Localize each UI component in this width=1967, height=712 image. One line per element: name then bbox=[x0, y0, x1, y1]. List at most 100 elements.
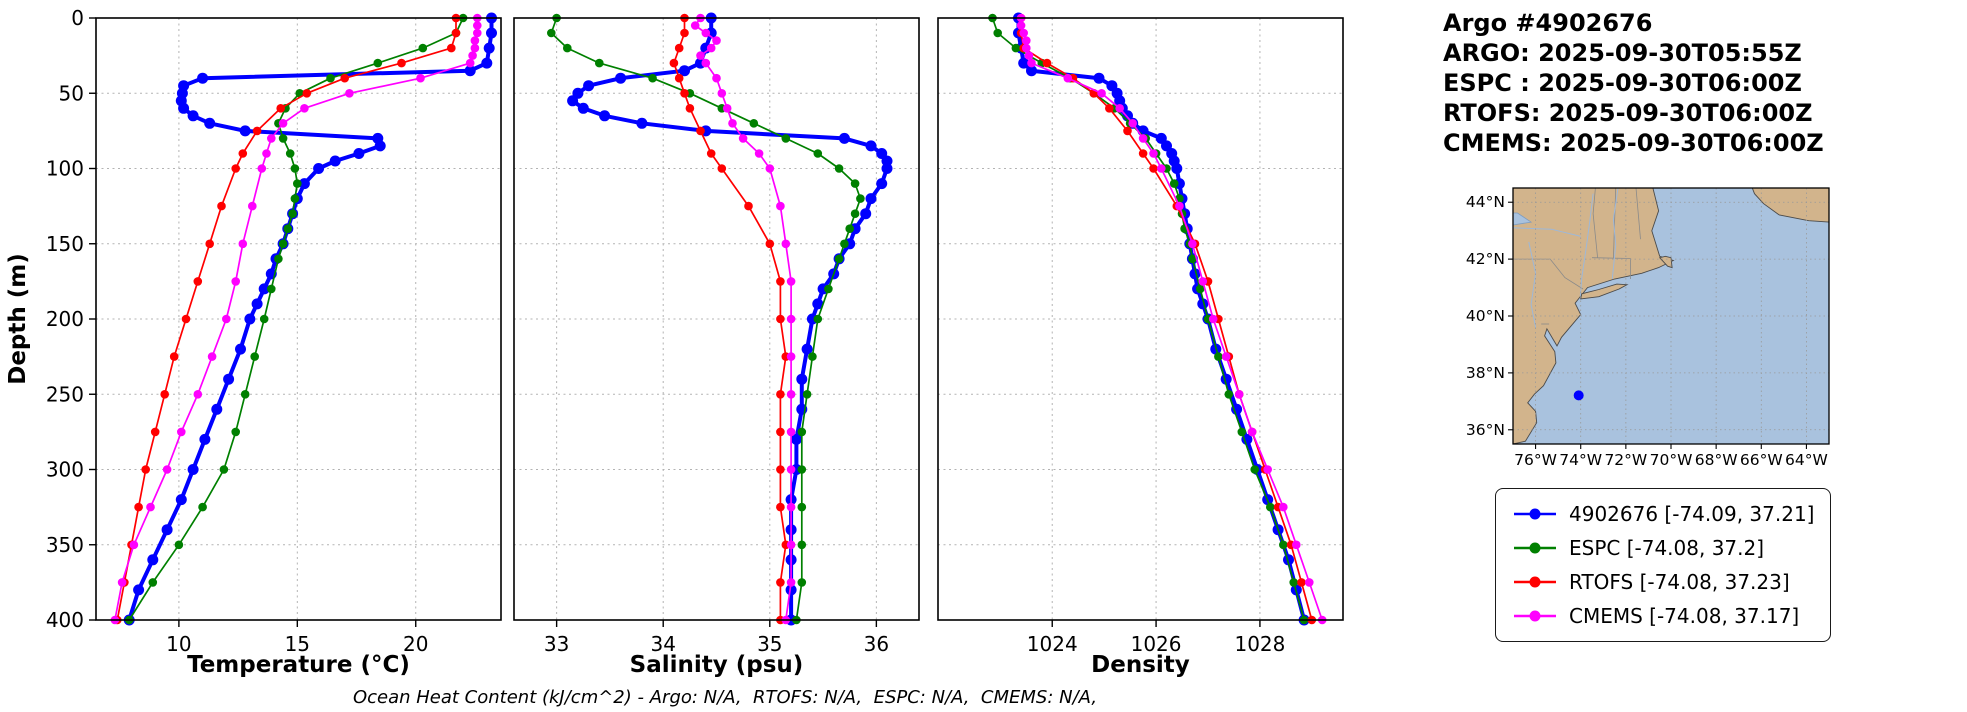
series-marker bbox=[464, 65, 476, 77]
series-marker bbox=[781, 134, 791, 143]
legend-dot bbox=[1529, 576, 1541, 588]
series-marker bbox=[1097, 89, 1106, 98]
series-marker bbox=[1123, 126, 1132, 136]
series-marker bbox=[175, 494, 187, 506]
series-marker bbox=[470, 36, 480, 45]
series-marker bbox=[193, 277, 203, 286]
map-lon-tick-label: 70°W bbox=[1650, 451, 1693, 469]
series-marker bbox=[481, 57, 493, 69]
depth-axis-label: Depth (m) bbox=[5, 253, 31, 385]
series-marker bbox=[786, 465, 796, 474]
x-tick-label: 20 bbox=[403, 632, 428, 656]
series-marker bbox=[1279, 540, 1288, 550]
series-marker bbox=[824, 284, 833, 294]
series-marker bbox=[834, 254, 844, 264]
series-marker bbox=[834, 164, 844, 173]
series-marker bbox=[776, 201, 785, 211]
series-marker bbox=[812, 298, 824, 310]
series-marker bbox=[738, 134, 748, 143]
series-marker bbox=[276, 104, 286, 113]
legend-dot bbox=[1529, 542, 1541, 554]
series-marker bbox=[177, 427, 186, 437]
series-marker bbox=[850, 179, 860, 188]
plot-border bbox=[937, 17, 1344, 621]
series-marker bbox=[160, 390, 169, 399]
y-tick-label: 200 bbox=[46, 307, 84, 331]
series-marker bbox=[744, 201, 753, 211]
series-marker bbox=[205, 239, 214, 249]
series-marker bbox=[240, 390, 250, 399]
river bbox=[1528, 241, 1537, 328]
series-marker bbox=[1171, 163, 1183, 174]
series-marker bbox=[133, 584, 145, 596]
series-marker bbox=[669, 58, 679, 68]
series-marker bbox=[1115, 104, 1124, 113]
series-marker bbox=[199, 433, 211, 445]
river bbox=[1513, 227, 1581, 237]
legend-entry: ESPC [-74.08, 37.2] bbox=[1512, 531, 1814, 565]
argo-timestamp: ARGO: 2025-09-30T05:55Z bbox=[1443, 39, 1802, 67]
series-marker bbox=[397, 58, 406, 68]
series-marker bbox=[267, 284, 276, 294]
series-marker bbox=[259, 314, 269, 324]
series-marker bbox=[717, 164, 727, 173]
river bbox=[1579, 193, 1594, 297]
espc-timestamp: ESPC : 2025-09-30T06:00Z bbox=[1443, 69, 1802, 97]
series-marker bbox=[290, 164, 300, 173]
map-lon-tick-label: 66°W bbox=[1740, 451, 1783, 469]
series-marker bbox=[583, 80, 595, 92]
series-marker bbox=[690, 21, 700, 30]
series-espc bbox=[547, 13, 865, 625]
series-marker bbox=[776, 277, 785, 286]
series-marker bbox=[1234, 390, 1244, 399]
series-marker bbox=[786, 578, 796, 587]
series-marker bbox=[1214, 352, 1223, 361]
series-marker bbox=[701, 58, 711, 68]
series-marker bbox=[1208, 314, 1218, 324]
series-marker bbox=[285, 149, 295, 158]
series-marker bbox=[776, 314, 785, 324]
series-marker bbox=[1195, 284, 1205, 294]
series-marker bbox=[258, 283, 270, 295]
series-marker bbox=[786, 390, 796, 399]
map-lat-tick-label: 38°N bbox=[1466, 364, 1505, 382]
series-marker bbox=[231, 427, 240, 437]
series-marker bbox=[267, 134, 276, 143]
series-marker bbox=[147, 554, 159, 566]
series-marker bbox=[615, 72, 627, 84]
series-line bbox=[1016, 18, 1307, 621]
series-rtofs bbox=[1016, 13, 1317, 625]
x-tick-label: 1028 bbox=[1234, 632, 1285, 656]
state-border bbox=[1591, 257, 1631, 279]
series-marker bbox=[238, 239, 248, 249]
series-marker bbox=[1016, 21, 1026, 30]
series-marker bbox=[674, 43, 684, 53]
series-marker bbox=[252, 126, 262, 136]
series-marker bbox=[1024, 51, 1034, 60]
series-marker bbox=[473, 21, 482, 30]
legend-entry-label: 4902676 [-74.09, 37.21] bbox=[1569, 502, 1815, 526]
series-marker bbox=[776, 390, 785, 399]
series-marker bbox=[781, 239, 791, 249]
series-marker bbox=[765, 164, 775, 173]
series-marker bbox=[749, 119, 759, 128]
legend: 4902676 [-74.09, 37.21] ESPC [-74.08, 37.… bbox=[1495, 488, 1832, 642]
series-marker bbox=[845, 224, 854, 233]
map-land bbox=[1751, 188, 1829, 223]
series-marker bbox=[150, 427, 160, 437]
series-marker bbox=[293, 179, 302, 188]
series-marker bbox=[865, 193, 877, 205]
rtofs-timestamp: RTOFS: 2025-09-30T06:00Z bbox=[1443, 99, 1813, 127]
series-marker bbox=[790, 433, 802, 445]
river bbox=[1611, 188, 1619, 280]
series-marker bbox=[483, 42, 495, 54]
legend-dot bbox=[1529, 508, 1541, 520]
series-marker bbox=[547, 28, 556, 38]
temperature-axis-label: Temperature (°C) bbox=[187, 652, 410, 678]
ocean-heat-content-note: Ocean Heat Content (kJ/cm^2) - Argo: N/A… bbox=[352, 687, 1098, 708]
y-tick-label: 50 bbox=[59, 81, 84, 105]
series-marker bbox=[813, 314, 823, 324]
series-marker bbox=[211, 403, 223, 415]
series-marker bbox=[238, 149, 248, 158]
legend-entry-label: RTOFS [-74.08, 37.23] bbox=[1569, 570, 1790, 594]
